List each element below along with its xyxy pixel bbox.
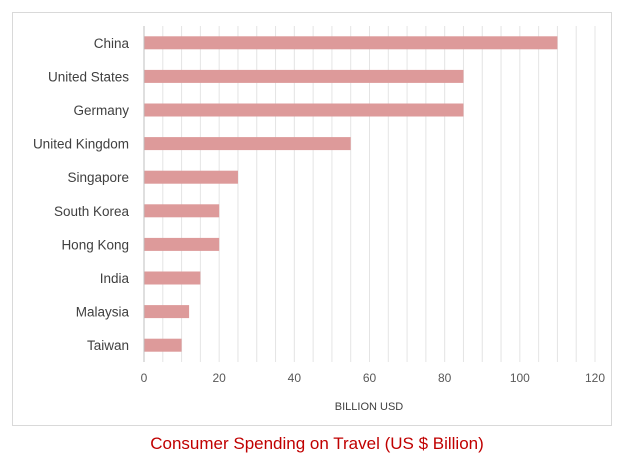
- x-tick-label: 0: [141, 371, 148, 385]
- x-tick-label: 100: [510, 371, 530, 385]
- bar: [144, 170, 238, 184]
- bar: [144, 271, 201, 285]
- category-label: China: [94, 36, 130, 51]
- x-tick-label: 40: [288, 371, 302, 385]
- x-tick-label: 80: [438, 371, 452, 385]
- category-labels: China United States Germany United Kingdom S…: [33, 36, 130, 353]
- x-tick-label: 20: [212, 371, 226, 385]
- category-label: Germany: [73, 103, 129, 118]
- category-label: India: [100, 271, 130, 286]
- x-tick-label: 60: [363, 371, 377, 385]
- category-label: Taiwan: [87, 338, 129, 353]
- category-label: Singapore: [67, 170, 129, 185]
- bar: [144, 305, 190, 319]
- bar: [144, 204, 220, 218]
- bar: [144, 338, 182, 352]
- chart-caption: Consumer Spending on Travel (US $ Billio…: [150, 434, 484, 453]
- x-axis-title: BILLION USD: [335, 401, 404, 413]
- category-label: United States: [48, 69, 129, 84]
- bar: [144, 137, 351, 151]
- bar: [144, 36, 558, 50]
- bar-chart: China United States Germany United Kingdom S…: [33, 26, 606, 413]
- bar: [144, 237, 220, 251]
- category-label: Hong Kong: [61, 237, 129, 252]
- category-label: Malaysia: [76, 305, 130, 320]
- tick-labels: 0 20 40 60 80 100 120: [141, 371, 606, 385]
- category-label: South Korea: [54, 204, 130, 219]
- bar: [144, 103, 464, 117]
- category-label: United Kingdom: [33, 137, 129, 152]
- bars: [144, 36, 558, 352]
- bar: [144, 69, 464, 83]
- x-tick-label: 120: [585, 371, 605, 385]
